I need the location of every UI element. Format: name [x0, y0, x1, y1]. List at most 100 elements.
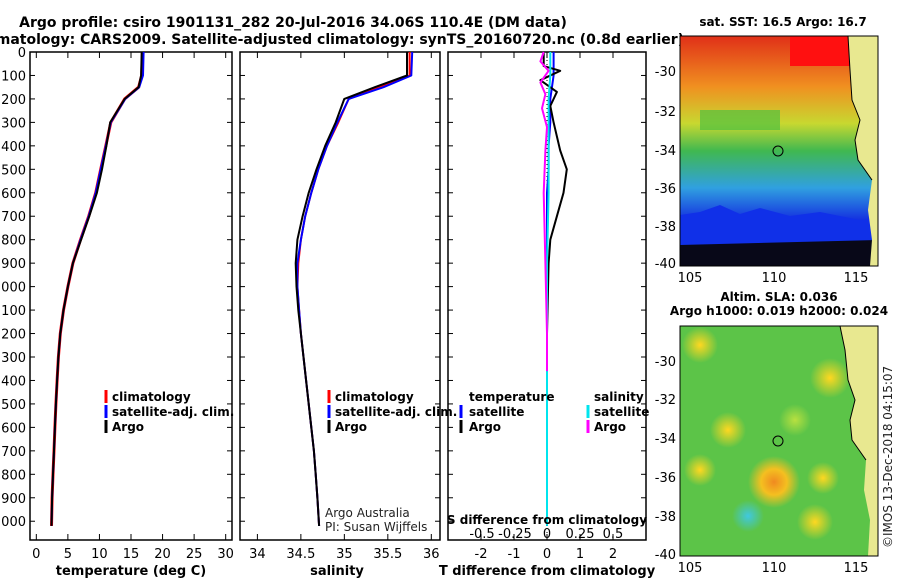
sla-blob [779, 404, 811, 436]
depth-tick-label: 0 [18, 46, 26, 61]
lat-tick: -38 [655, 220, 676, 235]
lat-tick: -34 [655, 432, 676, 447]
sst-map-title: sat. SST: 16.5 Argo: 16.7 [699, 15, 866, 29]
temperature-legend: climatology satellite-adj. clim. Argo [104, 390, 234, 434]
lat-tick: -38 [655, 510, 676, 525]
lat-tick: -32 [655, 105, 676, 120]
legend-sal-argo: Argo [594, 420, 626, 434]
sla-blob [797, 504, 833, 540]
sla-map-yaxis: -30 -32 -34 -36 -38 -40 [655, 355, 676, 563]
sla-blob [710, 412, 746, 448]
s-tick: -0.25 [498, 527, 532, 542]
t-difference-xlabel: T difference from climatology [439, 564, 656, 579]
depth-tick-label: 1300 [0, 351, 26, 366]
sst-green-patch [700, 110, 780, 130]
lat-tick: -40 [655, 548, 676, 563]
legend-temp-satellite: satellite [469, 405, 524, 419]
land-mass [848, 36, 878, 266]
legend-satellite-adj: satellite-adj. clim. [335, 405, 457, 419]
series-line-argo [294, 52, 408, 526]
salinity-xlabel: salinity [310, 564, 364, 579]
coastline [839, 326, 867, 461]
temperature-axis: 0 5 10 15 20 25 30 [30, 51, 234, 562]
sst-map [680, 36, 878, 266]
t-difference-axis: -2 -1 0 1 2 [448, 51, 646, 562]
depth-tick-label: 800 [1, 234, 26, 249]
depth-tick-label: 400 [1, 140, 26, 155]
s-tick: 0.25 [566, 527, 595, 542]
x-tick-label: 25 [186, 547, 203, 562]
lat-tick: -30 [655, 355, 676, 370]
s-tick: -0.5 [469, 527, 494, 542]
x-tick-label: 36 [423, 547, 440, 562]
sst-map-xaxis: 105 110 115 [678, 271, 869, 286]
series-line-salinity-argo [539, 51, 550, 372]
x-tick-label: 0 [543, 547, 551, 562]
sla-map-subtitle: Argo h1000: 0.019 h2000: 0.024 [670, 304, 888, 318]
depth-tick-label: 1900 [0, 492, 26, 507]
figure-title: Argo profile: csiro 1901131_282 20-Jul-2… [19, 15, 567, 31]
lon-tick: 115 [844, 561, 869, 576]
legend-salinity-header: salinity [594, 390, 644, 404]
legend-temp-argo: Argo [469, 420, 501, 434]
sla-blob [807, 462, 839, 494]
depth-tick-label: 1100 [0, 304, 26, 319]
temperature-xlabel: temperature (deg C) [56, 564, 206, 579]
figure-subtitle: Climatology: CARS2009. Satellite-adjuste… [0, 32, 684, 48]
depth-tick-label: 1700 [0, 445, 26, 460]
s-difference-ticks: -0.5 -0.25 0 0.25 0.5 [469, 527, 623, 542]
sst-map-frame [679, 35, 879, 267]
legend-climatology: climatology [335, 390, 414, 404]
depth-tick-label: 900 [1, 257, 26, 272]
x-tick-label: 35.5 [373, 547, 402, 562]
legend-sal-satellite: satellite [594, 405, 649, 419]
credit-line-1: Argo Australia [325, 506, 410, 520]
sla-map-xaxis: 105 110 115 [678, 561, 869, 576]
lat-tick: -36 [655, 182, 676, 197]
depth-tick-label: 1800 [0, 468, 26, 483]
x-tick-label: 34 [249, 547, 266, 562]
x-tick-label: 35 [336, 547, 353, 562]
salinity-axis: 34 34.5 35 35.5 36 [240, 51, 440, 562]
sla-warm-blob [748, 456, 800, 508]
difference-profiles [539, 51, 568, 526]
lat-tick: -32 [655, 393, 676, 408]
sst-blue-band [680, 205, 878, 245]
copyright: ©IMOS 13-Dec-2018 04:15:07 [881, 366, 895, 548]
sst-map-yaxis: -30 -32 -34 -36 -38 -40 [655, 65, 676, 272]
argo-location-marker [772, 145, 784, 157]
argo-location-marker [772, 435, 784, 447]
depth-tick-label: 1500 [0, 398, 26, 413]
s-difference-label: S difference from climatology [447, 513, 647, 527]
credit-line-2: PI: Susan Wijffels [325, 520, 427, 534]
depth-axis: 0 100 200 300 400 500 600 700 800 900 1000 1100 1200… [0, 46, 26, 530]
depth-tick-label: 100 [1, 69, 26, 84]
lon-tick: 110 [762, 271, 787, 286]
sla-map [680, 326, 878, 556]
lat-tick: -30 [655, 65, 676, 80]
x-tick-label: 15 [123, 547, 140, 562]
x-tick-label: -2 [475, 547, 488, 562]
depth-tick-label: 1400 [0, 374, 26, 389]
legend-climatology: climatology [112, 390, 191, 404]
s-tick: 0.5 [603, 527, 624, 542]
sst-warm-patch [790, 36, 850, 66]
difference-legend: temperature satellite Argo salinity sate… [459, 390, 649, 434]
series-line-argo [50, 51, 143, 526]
salinity-legend: climatology satellite-adj. clim. Argo [327, 390, 457, 434]
depth-tick-label: 600 [1, 187, 26, 202]
lon-tick: 110 [762, 561, 787, 576]
depth-tick-label: 300 [1, 116, 26, 131]
lon-tick: 105 [678, 561, 703, 576]
legend-argo: Argo [335, 420, 367, 434]
depth-tick-label: 200 [1, 93, 26, 108]
x-tick-label: 20 [154, 547, 171, 562]
depth-tick-label: 2000 [0, 515, 26, 530]
sla-map-title: Altim. SLA: 0.036 [720, 290, 837, 304]
lat-tick: -36 [655, 471, 676, 486]
lon-tick: 115 [844, 271, 869, 286]
legend-argo: Argo [112, 420, 144, 434]
lon-tick: 105 [678, 271, 703, 286]
temperature-panel-frame [29, 51, 233, 541]
